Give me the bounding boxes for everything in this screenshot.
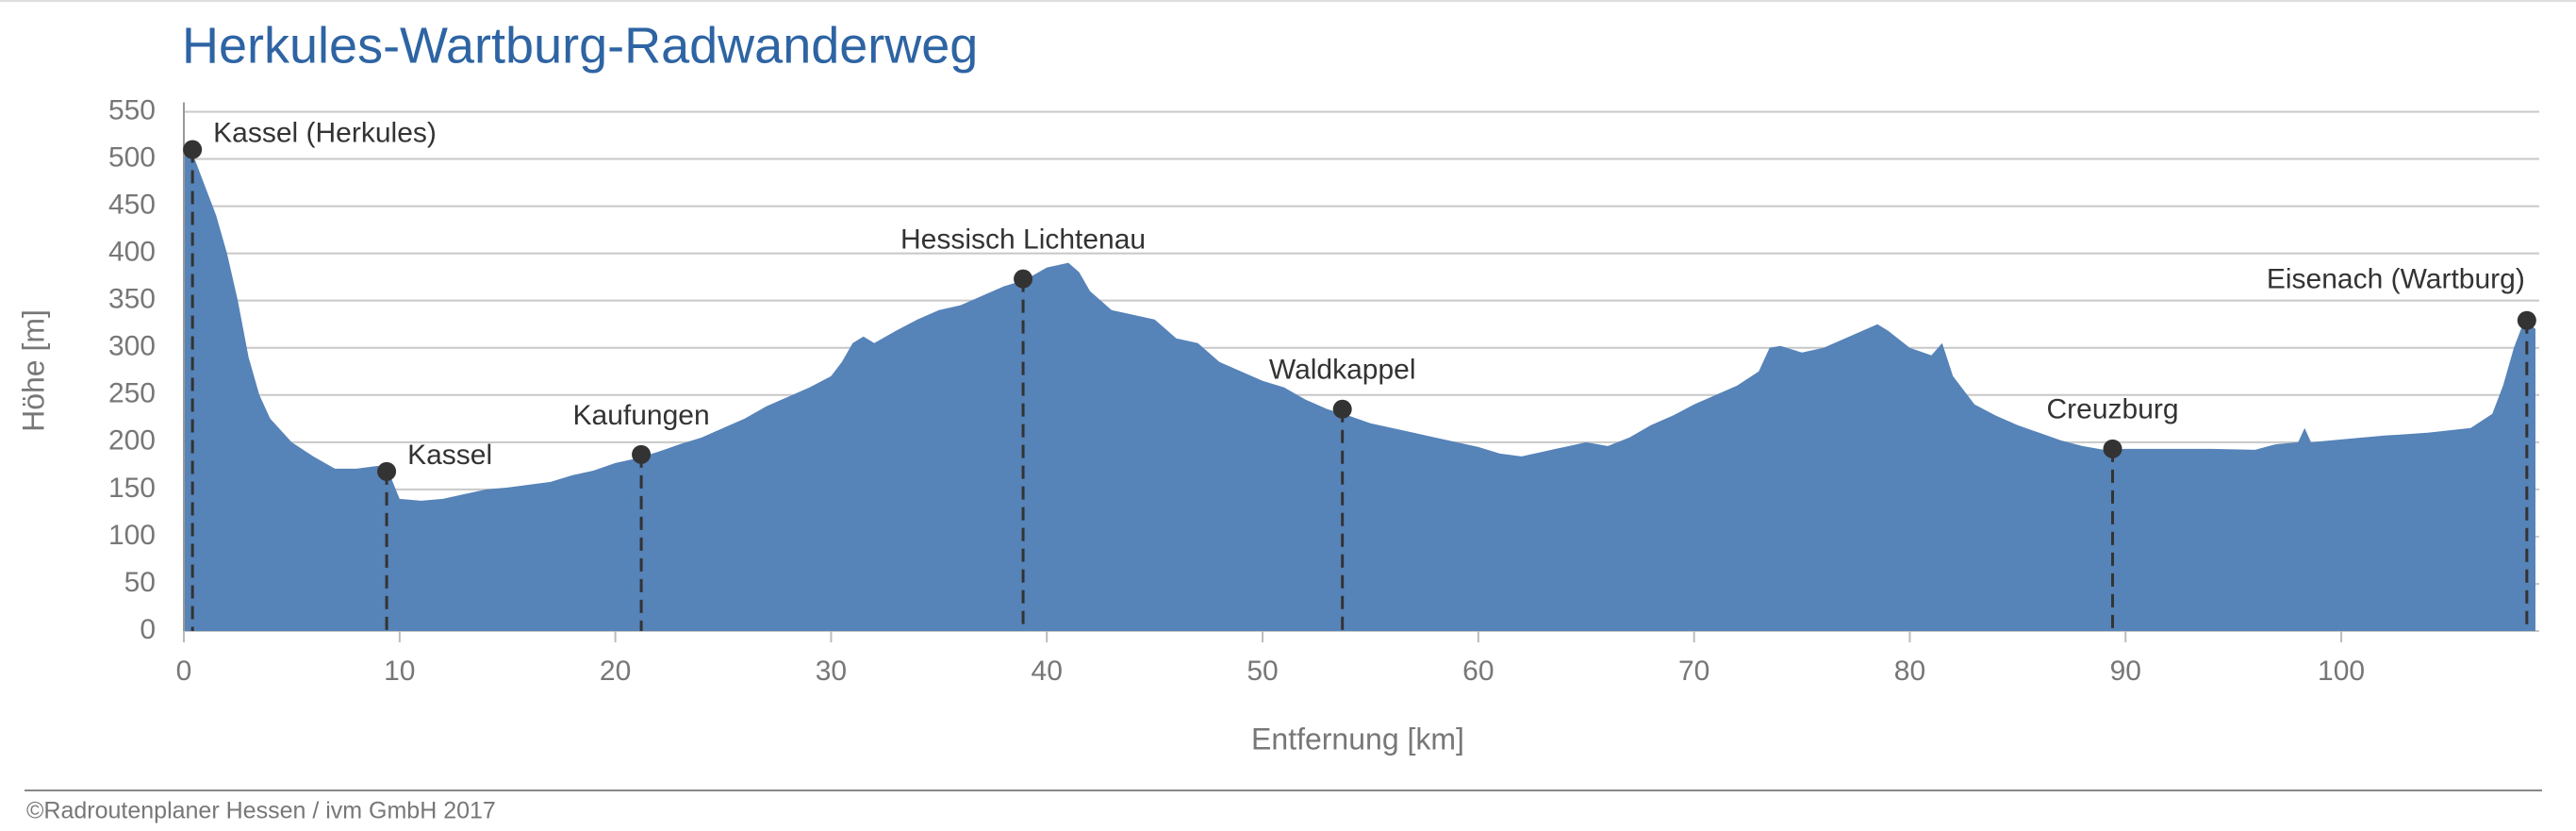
footer: ©Radroutenplaner Hessen / ivm GmbH 2017 (26, 798, 496, 824)
chart-title: Herkules-Wartburg-Radwanderweg (182, 17, 978, 74)
x-tick-label: 40 (1032, 656, 1063, 687)
x-tick-label: 30 (816, 656, 847, 687)
x-tick-label: 80 (1894, 656, 1925, 687)
y-tick-label: 100 (108, 520, 156, 551)
annotation-point (2103, 439, 2122, 458)
annotation-point (183, 140, 203, 159)
annotation-label: Waldkappel (1269, 355, 1416, 386)
annotation-label: Kassel (407, 440, 492, 471)
y-tick-label: 300 (108, 331, 156, 362)
y-tick-label: 400 (108, 237, 156, 268)
y-tick-label: 0 (140, 614, 156, 645)
y-tick-label: 550 (108, 94, 156, 125)
annotation-label: Kassel (Herkules) (213, 117, 437, 148)
x-tick-label: 90 (2110, 656, 2141, 687)
x-axis-label: Entfernung [km] (1251, 722, 1464, 756)
y-tick-label: 500 (108, 141, 156, 173)
annotation-label: Creuzburg (2046, 394, 2178, 425)
annotation-point (2517, 310, 2536, 330)
x-tick-label: 100 (2318, 656, 2365, 687)
x-tick-label: 70 (1678, 656, 1709, 687)
elevation-area (184, 149, 2535, 631)
x-tick-label: 20 (600, 656, 631, 687)
x-tick-label: 10 (384, 656, 415, 687)
annotation-point (1014, 269, 1033, 289)
annotation-point (377, 461, 397, 481)
y-tick-label: 200 (108, 425, 156, 457)
x-tick-label: 0 (176, 656, 192, 687)
x-tick-label: 60 (1462, 656, 1494, 687)
annotation-label: Hessisch Lichtenau (900, 224, 1146, 256)
y-axis-label: Höhe [m] (16, 309, 50, 432)
annotation-label: Eisenach (Wartburg) (2267, 264, 2525, 295)
annotation-point (632, 444, 652, 464)
y-tick-label: 250 (108, 378, 156, 409)
y-tick-label: 150 (108, 473, 156, 504)
x-tick-label: 50 (1247, 656, 1278, 687)
y-tick-label: 50 (124, 567, 156, 598)
annotation-label: Kaufungen (573, 400, 710, 431)
y-tick-label: 450 (108, 190, 156, 221)
y-tick-label: 350 (108, 284, 156, 315)
annotation-point (1332, 399, 1352, 419)
